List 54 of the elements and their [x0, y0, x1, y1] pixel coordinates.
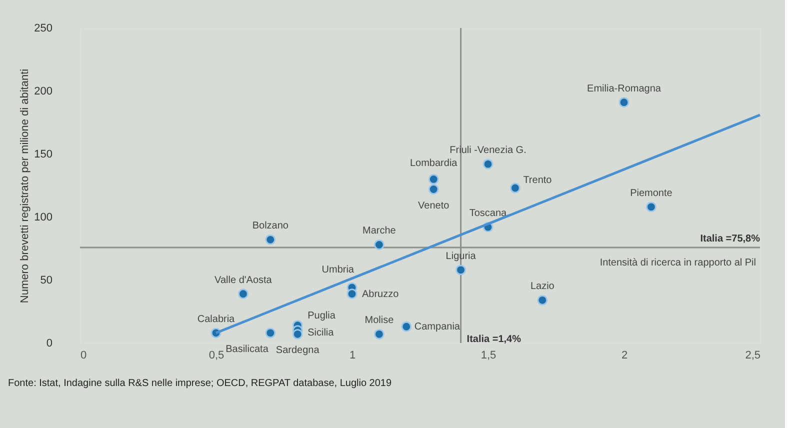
y-axis-title: Numero brevetti registrato per milione di abitanti	[19, 68, 32, 304]
point	[265, 328, 276, 338]
y-tick-label: 250	[34, 22, 52, 34]
point	[346, 288, 358, 300]
x-axis-title: Intensità di ricerca in rapporto al Pil	[600, 258, 756, 269]
data-label: Puglia	[308, 310, 336, 322]
point	[646, 202, 656, 212]
data-label: Abruzzo	[362, 288, 400, 300]
x-tick-label: 1,5	[480, 350, 496, 362]
data-label: Molise	[364, 315, 394, 326]
point	[374, 328, 384, 340]
point	[456, 264, 466, 276]
data-label: Calabria	[197, 314, 236, 325]
data-label: Veneto	[418, 200, 450, 212]
x-tick-label: 0	[80, 350, 87, 362]
ref-line-label: Italia =1,4%	[466, 334, 522, 345]
y-tick-label: 200	[34, 86, 52, 98]
data-label: Bolzano	[252, 220, 289, 232]
data-label: Friuli -Venezia G.	[450, 145, 526, 156]
data-label: Lombardia	[410, 158, 458, 170]
point	[618, 97, 630, 108]
data-label: Marche	[362, 226, 396, 237]
point	[510, 182, 520, 194]
source-note: Fonte: Istat, Indagine sulla R&S nelle imprese; OECD, REGPAT database, Luglio 2019	[8, 378, 392, 389]
data-label: Piemonte	[630, 188, 673, 199]
data-label: Umbria	[322, 264, 354, 276]
y-tick-label: 100	[34, 212, 52, 224]
ref-line-label: Italia =75,8%	[700, 233, 760, 244]
x-tick-label: 2,5	[745, 350, 760, 362]
y-tick-label: 150	[34, 148, 52, 160]
point	[401, 321, 412, 332]
x-tick-label: 2	[621, 350, 628, 362]
data-label: Valle d'Aosta	[214, 274, 272, 286]
point	[482, 158, 494, 170]
point	[374, 240, 384, 250]
x-tick-label: 1	[349, 350, 356, 362]
point	[292, 328, 303, 340]
y-tick-label: 0	[46, 338, 52, 350]
data-label: Lazio	[530, 281, 555, 292]
data-label: Liguria	[446, 250, 476, 262]
data-label: Trento	[523, 175, 552, 186]
data-label: Toscana	[469, 208, 508, 220]
data-label: Sicilia	[308, 327, 334, 338]
point	[265, 234, 276, 245]
y-tick-label: 50	[40, 274, 52, 286]
point	[537, 294, 548, 306]
x-tick-label: 0,5	[208, 350, 224, 362]
data-label: Sardegna	[276, 345, 320, 356]
point	[238, 288, 248, 300]
point	[428, 184, 439, 194]
data-label: Basilicata	[226, 344, 269, 355]
point	[428, 174, 439, 184]
data-label: Campania	[414, 322, 460, 333]
data-label: Emilia-Romagna	[587, 83, 662, 94]
